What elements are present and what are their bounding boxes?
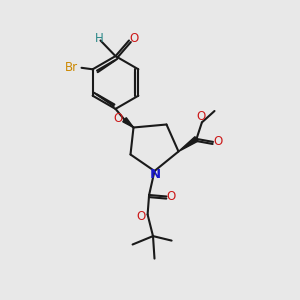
- Text: O: O: [167, 190, 176, 203]
- Text: H: H: [94, 32, 103, 46]
- Text: Br: Br: [65, 61, 78, 74]
- Polygon shape: [123, 118, 134, 128]
- Text: N: N: [149, 168, 161, 181]
- Text: O: O: [197, 110, 206, 123]
- Text: O: O: [129, 32, 138, 46]
- Text: O: O: [213, 135, 222, 148]
- Text: O: O: [114, 112, 123, 125]
- Text: O: O: [136, 209, 146, 223]
- Polygon shape: [178, 137, 198, 152]
